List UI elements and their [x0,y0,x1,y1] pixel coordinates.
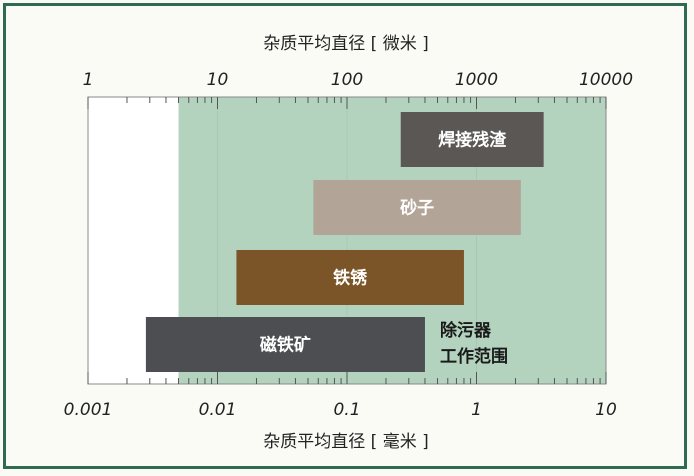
bottom-tick-label: 0.1 [333,400,360,420]
top-tick-label: 10000 [579,70,633,90]
working-range-label-line-1: 除污器 [440,320,492,341]
bottom-tick-label: 0.001 [64,400,113,420]
range-bar-label: 砂子 [400,198,434,219]
top-tick-label: 1000 [455,70,498,90]
range-bar [145,317,425,372]
bottom-tick-label: 1 [471,400,482,420]
range-bar-label: 磁铁矿 [260,335,311,356]
top-tick-label: 100 [331,70,363,90]
range-bar-label: 铁锈 [333,268,368,289]
bottom-tick-label: 0.01 [199,400,237,420]
top-axis-title: 杂质平均直径 [ 微米 ] [263,34,428,54]
range-bar [236,250,464,305]
range-bar [313,180,521,235]
range-bar [400,112,544,167]
top-tick-label: 10 [207,70,229,90]
bottom-axis-title: 杂质平均直径 [ 毫米 ] [263,432,428,452]
working-range-label-line-2: 工作范围 [440,346,508,367]
range-bar-label: 焊接残渣 [438,130,507,151]
bottom-tick-label: 10 [595,400,617,420]
top-tick-label: 1 [83,70,94,90]
